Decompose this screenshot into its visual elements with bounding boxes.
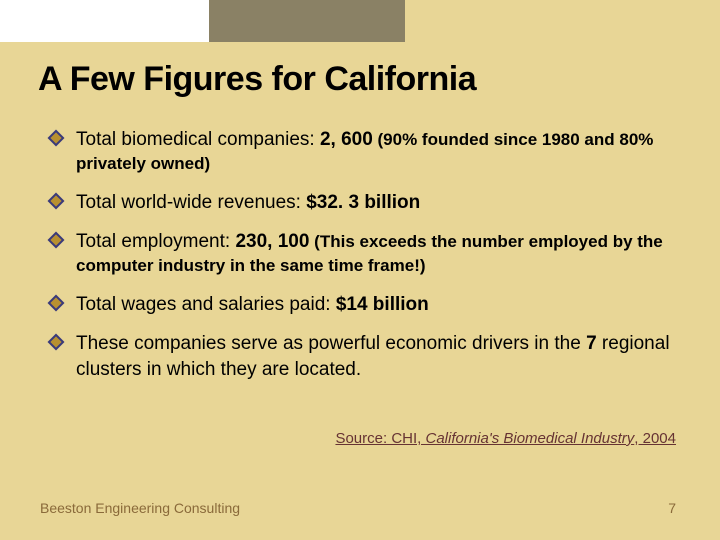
- source-citation: Source: CHI, California's Biomedical Ind…: [335, 430, 676, 447]
- bullet-item: Total world-wide revenues: $32. 3 billio…: [50, 190, 682, 216]
- top-bar-white: [0, 0, 209, 42]
- bullet-bold: 230, 100: [235, 231, 309, 252]
- bullet-bold: 2, 600: [320, 129, 373, 150]
- source-italic: California's Biomedical Industry: [425, 430, 634, 447]
- bullet-item: Total biomedical companies: 2, 600 (90% …: [50, 127, 682, 176]
- bullet-item: Total employment: 230, 100 (This exceeds…: [50, 229, 682, 278]
- bullet-main: Total biomedical companies:: [76, 129, 320, 150]
- top-bar: [0, 0, 720, 42]
- main-area: A Few Figures for California Total biome…: [0, 42, 720, 540]
- top-bar-rest: [405, 0, 720, 42]
- diamond-icon: [48, 334, 65, 351]
- slide-number: 7: [668, 500, 676, 516]
- slide: A Few Figures for California Total biome…: [0, 0, 720, 540]
- diamond-icon: [48, 130, 65, 147]
- bullet-item: Total wages and salaries paid: $14 billi…: [50, 292, 682, 318]
- footer-left: Beeston Engineering Consulting: [40, 500, 240, 516]
- bullet-bold: 7: [586, 333, 597, 354]
- bullet-main: These companies serve as powerful econom…: [76, 333, 586, 354]
- bullet-bold: $14 billion: [336, 294, 429, 315]
- diamond-icon: [48, 232, 65, 249]
- source-prefix: Source: CHI,: [335, 430, 425, 447]
- diamond-icon: [48, 192, 65, 209]
- source-suffix: , 2004: [634, 430, 676, 447]
- bullet-main: Total wages and salaries paid:: [76, 294, 336, 315]
- bullet-item: These companies serve as powerful econom…: [50, 331, 682, 382]
- bullet-list: Total biomedical companies: 2, 600 (90% …: [38, 127, 682, 383]
- slide-title: A Few Figures for California: [38, 60, 682, 99]
- diamond-icon: [48, 294, 65, 311]
- top-bar-dark: [209, 0, 405, 42]
- bullet-bold: $32. 3 billion: [306, 192, 420, 213]
- bullet-main: Total employment:: [76, 231, 235, 252]
- bullet-main: Total world-wide revenues:: [76, 192, 306, 213]
